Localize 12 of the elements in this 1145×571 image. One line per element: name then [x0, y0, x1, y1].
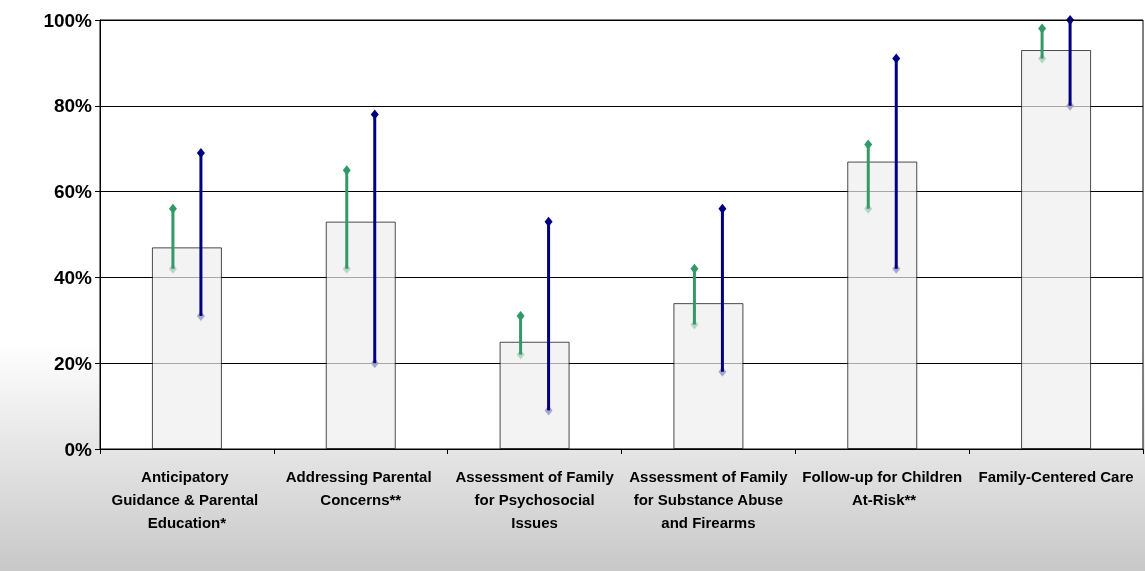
x-tick-label: Assessment of Family for Psychosocial Issues — [455, 468, 615, 531]
y-tick-label: 80% — [53, 95, 93, 117]
x-tick-label: Assessment of Family for Substance Abuse and Firearms — [629, 468, 789, 531]
x-tick-label: Family-Centered Care — [978, 468, 1134, 485]
y-tick-label: 100% — [43, 9, 93, 31]
x-tick-label: Follow-up for Children At-Risk** — [802, 468, 963, 508]
y-tick-label: 0% — [64, 438, 93, 460]
y-tick-label: 40% — [53, 266, 93, 288]
x-tick-label: Addressing Parental Concerns** — [285, 468, 436, 508]
y-tick-label: 60% — [53, 181, 93, 203]
y-tick-label: 20% — [53, 352, 93, 374]
x-tick-label: Anticipatory Guidance & Parental Education* — [111, 468, 263, 531]
